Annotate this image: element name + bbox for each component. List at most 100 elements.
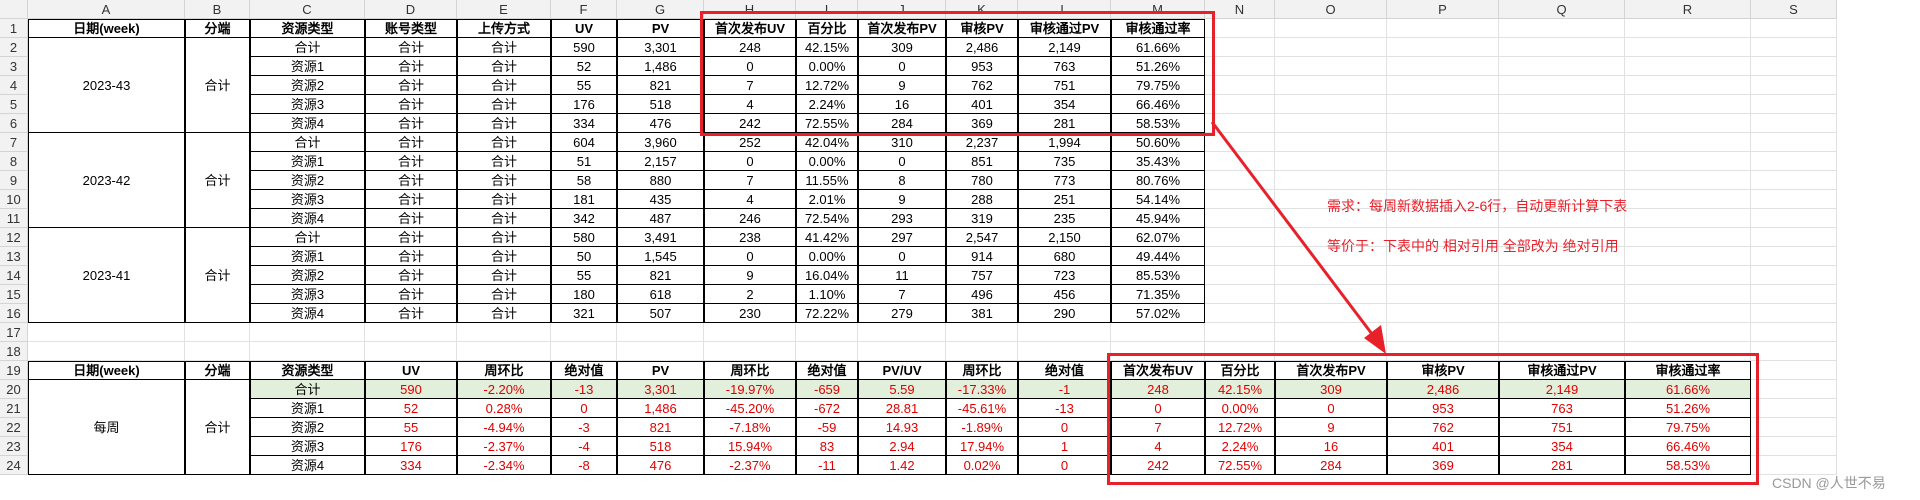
row-header-14[interactable]: 14 — [0, 266, 28, 285]
grid-cell[interactable] — [1205, 209, 1275, 228]
row-header-20[interactable]: 20 — [0, 380, 28, 399]
grid-cell[interactable] — [1751, 114, 1837, 133]
grid-cell[interactable] — [1751, 342, 1837, 361]
grid-cell[interactable] — [1751, 190, 1837, 209]
grid-cell[interactable] — [858, 323, 946, 342]
grid-cell[interactable] — [1205, 38, 1275, 57]
grid-cell[interactable] — [1205, 133, 1275, 152]
grid-cell[interactable] — [551, 342, 617, 361]
column-header-Q[interactable]: Q — [1499, 0, 1625, 19]
grid-cell[interactable] — [1625, 209, 1751, 228]
row-header-6[interactable]: 6 — [0, 114, 28, 133]
row-header-13[interactable]: 13 — [0, 247, 28, 266]
row-header-21[interactable]: 21 — [0, 399, 28, 418]
grid-cell[interactable] — [1275, 323, 1387, 342]
row-header-10[interactable]: 10 — [0, 190, 28, 209]
grid-cell[interactable] — [1275, 285, 1387, 304]
grid-cell[interactable] — [704, 323, 796, 342]
grid-cell[interactable] — [1625, 228, 1751, 247]
row-header-23[interactable]: 23 — [0, 437, 28, 456]
grid-cell[interactable] — [1625, 285, 1751, 304]
grid-cell[interactable] — [704, 342, 796, 361]
grid-cell[interactable] — [1387, 304, 1499, 323]
grid-cell[interactable] — [1625, 266, 1751, 285]
grid-cell[interactable] — [185, 342, 250, 361]
grid-cell[interactable] — [1625, 95, 1751, 114]
grid-cell[interactable] — [1625, 76, 1751, 95]
grid-cell[interactable] — [1387, 152, 1499, 171]
grid-cell[interactable] — [1625, 133, 1751, 152]
column-header-R[interactable]: R — [1625, 0, 1751, 19]
grid-cell[interactable] — [185, 323, 250, 342]
grid-cell[interactable] — [250, 342, 365, 361]
grid-cell[interactable] — [1387, 323, 1499, 342]
grid-cell[interactable] — [1205, 57, 1275, 76]
grid-cell[interactable] — [1275, 266, 1387, 285]
column-header-F[interactable]: F — [551, 0, 617, 19]
row-header-22[interactable]: 22 — [0, 418, 28, 437]
grid-cell[interactable] — [1751, 57, 1837, 76]
grid-cell[interactable] — [1275, 304, 1387, 323]
grid-cell[interactable] — [1387, 247, 1499, 266]
grid-cell[interactable] — [1111, 323, 1205, 342]
grid-cell[interactable] — [1205, 323, 1275, 342]
grid-cell[interactable] — [1751, 361, 1837, 380]
grid-cell[interactable] — [250, 323, 365, 342]
grid-cell[interactable] — [1625, 323, 1751, 342]
grid-cell[interactable] — [1625, 152, 1751, 171]
grid-cell[interactable] — [1625, 190, 1751, 209]
grid-cell[interactable] — [1499, 342, 1625, 361]
grid-cell[interactable] — [1625, 247, 1751, 266]
grid-cell[interactable] — [1625, 342, 1751, 361]
grid-cell[interactable] — [617, 323, 704, 342]
row-header-11[interactable]: 11 — [0, 209, 28, 228]
grid-cell[interactable] — [617, 342, 704, 361]
grid-cell[interactable] — [1751, 437, 1837, 456]
grid-cell[interactable] — [1751, 133, 1837, 152]
grid-cell[interactable] — [1387, 38, 1499, 57]
grid-cell[interactable] — [1275, 171, 1387, 190]
row-header-24[interactable]: 24 — [0, 456, 28, 475]
grid-cell[interactable] — [1499, 209, 1625, 228]
grid-cell[interactable] — [1111, 342, 1205, 361]
grid-cell[interactable] — [1387, 171, 1499, 190]
column-header-C[interactable]: C — [250, 0, 365, 19]
grid-cell[interactable] — [1205, 190, 1275, 209]
grid-cell[interactable] — [1499, 247, 1625, 266]
grid-cell[interactable] — [1751, 171, 1837, 190]
column-header-S[interactable]: S — [1751, 0, 1837, 19]
grid-cell[interactable] — [1205, 171, 1275, 190]
column-header-A[interactable]: A — [28, 0, 185, 19]
grid-cell[interactable] — [1499, 152, 1625, 171]
grid-cell[interactable] — [1275, 57, 1387, 76]
grid-cell[interactable] — [1275, 76, 1387, 95]
grid-cell[interactable] — [1751, 152, 1837, 171]
grid-cell[interactable] — [1751, 418, 1837, 437]
grid-cell[interactable] — [1387, 57, 1499, 76]
grid-cell[interactable] — [1205, 114, 1275, 133]
select-all-corner[interactable] — [0, 0, 28, 19]
grid-cell[interactable] — [28, 342, 185, 361]
grid-cell[interactable] — [1751, 266, 1837, 285]
column-header-K[interactable]: K — [946, 0, 1018, 19]
column-header-M[interactable]: M — [1111, 0, 1205, 19]
grid-cell[interactable] — [1751, 95, 1837, 114]
column-header-P[interactable]: P — [1387, 0, 1499, 19]
column-header-B[interactable]: B — [185, 0, 250, 19]
grid-cell[interactable] — [1499, 323, 1625, 342]
grid-cell[interactable] — [1018, 342, 1111, 361]
row-header-17[interactable]: 17 — [0, 323, 28, 342]
grid-cell[interactable] — [1205, 304, 1275, 323]
grid-cell[interactable] — [1499, 304, 1625, 323]
grid-cell[interactable] — [1751, 228, 1837, 247]
row-header-12[interactable]: 12 — [0, 228, 28, 247]
row-header-4[interactable]: 4 — [0, 76, 28, 95]
grid-cell[interactable] — [796, 342, 858, 361]
grid-cell[interactable] — [1499, 228, 1625, 247]
row-header-18[interactable]: 18 — [0, 342, 28, 361]
column-header-I[interactable]: I — [796, 0, 858, 19]
grid-cell[interactable] — [1625, 38, 1751, 57]
grid-cell[interactable] — [1751, 456, 1837, 475]
grid-cell[interactable] — [1751, 38, 1837, 57]
